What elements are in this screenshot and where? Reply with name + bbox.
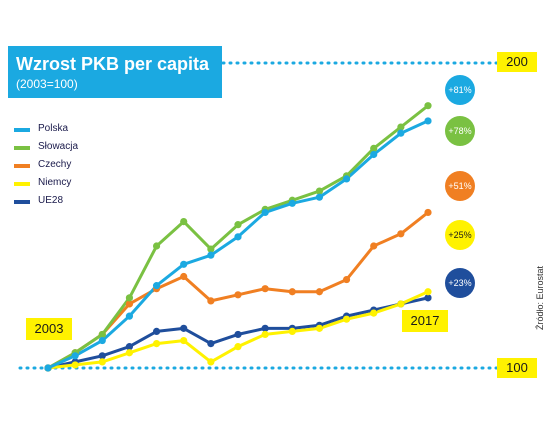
legend-swatch (14, 200, 30, 204)
series-points (44, 102, 432, 372)
legend-item: UE28 (14, 194, 124, 212)
change-badge: +78% (445, 116, 475, 146)
legend-item: Słowacja (14, 140, 124, 158)
data-point-s-owacja (180, 218, 188, 226)
legend-swatch (14, 164, 30, 168)
data-point-niemcy (98, 358, 106, 366)
data-point-niemcy (71, 361, 79, 369)
data-point-polska (44, 364, 52, 372)
data-point-polska (234, 233, 242, 241)
data-point-polska (98, 336, 106, 345)
data-point-czechy (125, 300, 134, 308)
data-point-czechy (234, 291, 242, 299)
data-point-polska (370, 150, 378, 159)
data-point-polska (125, 312, 134, 320)
legend-swatch (14, 146, 30, 150)
data-point-ue28 (152, 327, 161, 335)
data-point-s-owacja (234, 221, 242, 229)
legend-label: Polska (38, 123, 69, 134)
data-point-niemcy (315, 324, 324, 332)
legend-item: Czechy (14, 158, 124, 176)
legend-item: Polska (14, 122, 124, 140)
data-point-polska (180, 260, 188, 268)
data-point-polska (152, 282, 161, 290)
change-badge: +25% (445, 220, 475, 250)
data-point-ue28 (125, 343, 134, 351)
data-point-polska (397, 129, 405, 137)
chart-subtitle: (2003=100) (16, 77, 78, 91)
data-point-niemcy (261, 330, 269, 339)
data-point-czechy (261, 285, 269, 293)
data-point-s-owacja (397, 123, 405, 131)
data-point-niemcy (424, 288, 432, 296)
y-top-label: 200 (497, 52, 537, 72)
data-point-polska (424, 117, 432, 125)
reference-lines (18, 61, 500, 370)
data-point-czechy (342, 275, 351, 284)
source-note: Źródło: Eurostat (535, 265, 545, 330)
legend-label: UE28 (38, 195, 64, 206)
data-point-ue28 (261, 324, 269, 332)
data-point-ue28 (207, 340, 215, 348)
data-point-polska (288, 199, 296, 207)
data-point-polska (342, 175, 351, 183)
data-point-s-owacja (207, 245, 215, 253)
legend-label: Czechy (38, 159, 72, 170)
change-badge: +23% (445, 268, 475, 298)
legend-label: Słowacja (38, 141, 79, 152)
data-point-czechy (370, 242, 378, 250)
change-badge: +51% (445, 171, 475, 201)
data-point-s-owacja (370, 144, 378, 152)
chart-title: Wzrost PKB per capita (16, 54, 210, 74)
data-point-s-owacja (315, 187, 324, 195)
data-point-ue28 (180, 324, 188, 332)
data-point-ue28 (424, 294, 432, 302)
data-point-s-owacja (424, 102, 432, 110)
data-point-niemcy (288, 327, 296, 335)
data-point-ue28 (234, 330, 242, 339)
data-point-niemcy (234, 343, 242, 351)
y-bottom-label: 100 (497, 358, 537, 378)
data-point-niemcy (152, 340, 161, 348)
data-point-niemcy (207, 358, 215, 366)
title-box: Wzrost PKB per capita (2003=100) (8, 46, 222, 98)
data-point-s-owacja (125, 294, 134, 302)
data-point-czechy (180, 272, 188, 281)
data-point-s-owacja (152, 242, 161, 250)
data-point-polska (261, 208, 269, 217)
year-start-label: 2003 (26, 318, 72, 340)
data-point-niemcy (397, 300, 405, 308)
data-point-niemcy (180, 336, 188, 345)
legend-swatch (14, 128, 30, 132)
legend-label: Niemcy (38, 177, 72, 188)
data-point-niemcy (342, 315, 351, 323)
data-point-s-owacja (98, 330, 106, 339)
legend: Polska Słowacja Czechy Niemcy UE28 (14, 122, 124, 212)
data-point-czechy (397, 230, 405, 238)
data-point-ue28 (98, 352, 106, 360)
data-point-czechy (288, 288, 296, 296)
data-point-czechy (207, 297, 215, 305)
data-point-polska (207, 251, 215, 259)
legend-swatch (14, 182, 30, 186)
change-badge: +81% (445, 75, 475, 105)
data-point-niemcy (125, 349, 134, 357)
year-end-label: 2017 (402, 310, 448, 332)
data-point-polska (71, 352, 79, 360)
data-point-czechy (315, 288, 324, 296)
legend-item: Niemcy (14, 176, 124, 194)
data-point-polska (315, 193, 324, 201)
data-point-niemcy (370, 309, 378, 317)
data-point-czechy (424, 208, 432, 217)
